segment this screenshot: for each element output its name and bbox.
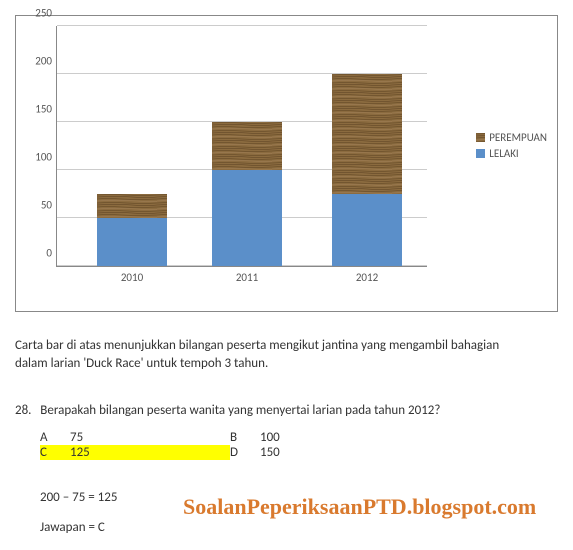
y-tick: 150 [35, 103, 52, 116]
bar-chart: 0 50 100 150 200 250 201020112012 PEREMP… [15, 15, 558, 312]
question-number: 28. [15, 403, 31, 418]
y-tick: 50 [41, 199, 52, 212]
x-label: 2011 [212, 271, 282, 284]
option-value-a: 75 [70, 430, 180, 445]
legend-item-lelaki: LELAKI [476, 147, 547, 160]
chart-caption: Carta bar di atas menunjukkan bilangan p… [15, 337, 558, 373]
answer: Jawapan = C [40, 520, 558, 535]
legend: PEREMPUAN LELAKI [476, 131, 547, 163]
caption-line2: dalam larian 'Duck Race' untuk tempoh 3 … [15, 356, 268, 371]
option-value-b: 100 [260, 430, 370, 445]
option-value-c: 125 [70, 445, 180, 460]
caption-line1: Carta bar di atas menunjukkan bilangan p… [15, 338, 499, 353]
segment-perempuan [97, 194, 167, 218]
segment-lelaki [212, 170, 282, 266]
swatch-lelaki [476, 149, 485, 158]
question-block: 28. Berapakah bilangan peserta wanita ya… [15, 403, 558, 460]
watermark: SoalanPeperiksaanPTD.blogspot.com [183, 494, 536, 520]
x-label: 2010 [97, 271, 167, 284]
page-container: 0 50 100 150 200 250 201020112012 PEREMP… [15, 15, 558, 535]
option-value-d: 150 [260, 445, 370, 460]
x-label: 2012 [332, 271, 402, 284]
answer-options: A 75 B 100 C 125 D 150 [40, 430, 558, 460]
segment-lelaki [97, 218, 167, 266]
plot-area: 0 50 100 150 200 250 201020112012 [56, 26, 427, 267]
legend-label: PEREMPUAN [489, 131, 547, 144]
legend-item-perempuan: PEREMPUAN [476, 131, 547, 144]
option-letter-c: C [40, 445, 70, 460]
segment-lelaki [332, 194, 402, 266]
y-tick: 100 [35, 151, 52, 164]
option-highlighted: C 125 [40, 445, 230, 460]
option-letter-a: A [40, 430, 70, 445]
segment-perempuan [212, 122, 282, 170]
y-tick: 250 [35, 7, 52, 20]
option-letter-b: B [230, 430, 260, 445]
y-tick: 200 [35, 55, 52, 68]
y-tick: 0 [46, 247, 52, 260]
segment-perempuan [332, 74, 402, 194]
swatch-perempuan [476, 133, 485, 142]
legend-label: LELAKI [489, 147, 518, 160]
option-letter-d: D [230, 445, 260, 460]
question-text: Berapakah bilangan peserta wanita yang m… [40, 403, 440, 418]
